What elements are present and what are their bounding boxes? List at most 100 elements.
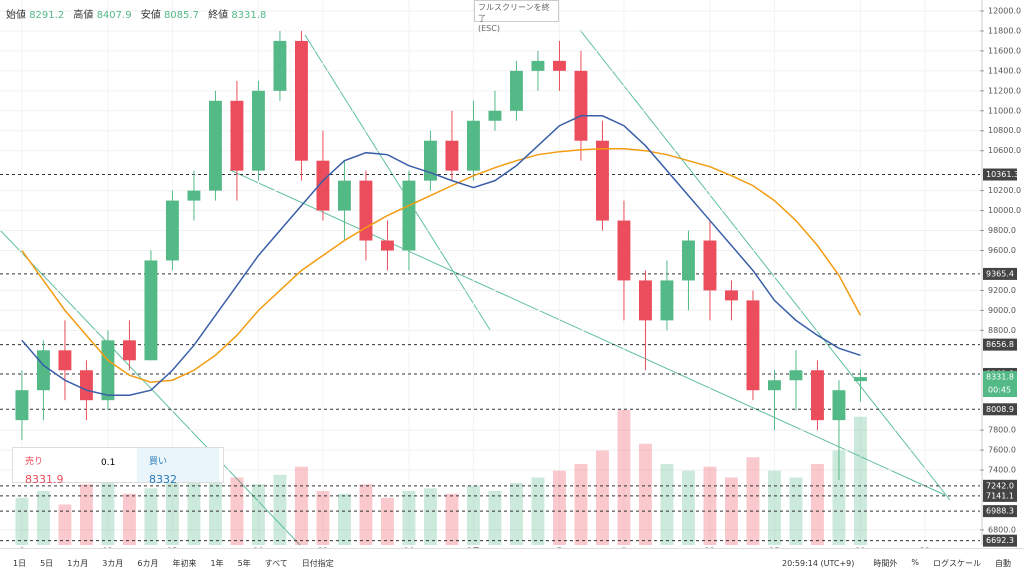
label: 終値	[208, 10, 229, 21]
tool-button[interactable]: ログスケール	[933, 558, 981, 568]
volume-bar	[832, 450, 846, 545]
tool-button[interactable]: 自動	[995, 558, 1011, 568]
trendline	[0, 229, 301, 546]
y-tick-label: 6800.0	[988, 525, 1016, 534]
range-button[interactable]: 1カ月	[67, 558, 89, 568]
clock: 20:59:14 (UTC+9)	[782, 558, 855, 568]
candle-body	[682, 240, 695, 281]
candle-body	[531, 60, 545, 71]
volume-bar	[725, 477, 738, 545]
volume-bar	[423, 488, 437, 545]
range-button[interactable]: 5年	[237, 558, 251, 568]
volume-bar	[509, 482, 523, 545]
level-tag	[983, 479, 1017, 492]
level-label: 6988.3	[986, 507, 1014, 516]
candle-body	[725, 290, 738, 301]
candle-body	[660, 280, 674, 321]
ohlc-legend: 始値 8291.2 高値 8407.9 安値 8085.7 終値 8331.8	[6, 6, 272, 21]
tool-button[interactable]: %	[911, 557, 919, 567]
candle-body	[316, 160, 330, 211]
label: 高値	[73, 10, 94, 21]
candle-body	[187, 190, 201, 201]
candle-body	[230, 100, 244, 171]
volume-bar	[251, 484, 265, 545]
range-button[interactable]: 6カ月	[137, 558, 159, 568]
range-button[interactable]: 3カ月	[102, 558, 124, 568]
volume-bar	[574, 464, 588, 545]
range-button[interactable]: 日付指定	[301, 558, 334, 568]
value: 8085.7	[163, 10, 199, 21]
volume-bar	[79, 484, 93, 545]
volume-bar	[208, 480, 222, 545]
volume-bar	[144, 488, 158, 545]
y-tick-label: 9200.0	[988, 286, 1016, 295]
volume-bar	[15, 497, 29, 545]
candle-body	[208, 100, 222, 191]
candle-body	[15, 390, 29, 421]
tooltip[interactable]: フルスクリーンを終了 (ESC)	[474, 0, 559, 33]
buy[interactable]: 買い 8332	[137, 448, 219, 486]
candle-body	[509, 70, 523, 111]
y-tick-label: 10800.0	[988, 126, 1021, 135]
volume-bar	[488, 491, 502, 545]
last-price-label: 8331.8	[986, 373, 1014, 382]
volume-bar	[811, 464, 824, 545]
range-button[interactable]: 1日	[13, 558, 27, 568]
value: 8291.2	[29, 10, 65, 21]
tooltip-title: フルスクリーンを終了	[478, 3, 550, 23]
countdown: 00:45	[988, 386, 1011, 395]
value: 8331.8	[231, 10, 267, 21]
range-button[interactable]: 1年	[210, 558, 224, 568]
volume-bar	[617, 410, 631, 545]
y-tick-label: 11600.0	[988, 46, 1021, 55]
y-tick-label: 7400.0	[988, 466, 1016, 475]
volume-bar	[359, 484, 373, 545]
candle-body	[101, 340, 115, 401]
level-label: 8656.8	[986, 340, 1014, 349]
sell[interactable]: 売り 8331.9	[13, 448, 95, 486]
label: 安値	[140, 10, 161, 21]
tool-button[interactable]: 時間外	[873, 558, 898, 568]
y-tick-label: 10600.0	[988, 146, 1021, 155]
level-tag	[983, 489, 1017, 502]
level-label: 10361.3	[986, 170, 1019, 179]
range-button[interactable]: すべて	[264, 558, 288, 568]
level-label: 7141.1	[986, 491, 1014, 500]
label: 始値	[6, 10, 26, 21]
candle-body	[746, 300, 760, 391]
volume-bar	[854, 416, 867, 545]
volume-bar	[122, 493, 136, 545]
y-tick-label: 10200.0	[988, 186, 1021, 195]
candle-body	[703, 240, 717, 291]
candle-body	[359, 180, 373, 241]
y-tick-label: 7800.0	[988, 426, 1016, 435]
candle-body	[466, 120, 480, 171]
y-tick-label: 11000.0	[988, 106, 1021, 115]
candle-body	[811, 370, 824, 421]
level-label: 7242.0	[986, 481, 1014, 490]
qty[interactable]: 0.1	[101, 458, 116, 468]
value: 8407.9	[96, 10, 132, 21]
trendline	[579, 29, 951, 501]
volume-bar	[789, 477, 803, 545]
range-button[interactable]: 年初来	[172, 558, 197, 568]
volume-bar	[703, 466, 717, 545]
moving-average	[21, 115, 861, 396]
y-tick-label: 11800.0	[988, 26, 1021, 35]
range-button[interactable]: 5日	[40, 558, 54, 568]
candle-body	[402, 180, 416, 251]
volume-bar	[660, 464, 674, 545]
tools: 時間外% ログスケール 自動	[866, 558, 1018, 569]
candle-body	[58, 350, 72, 371]
y-tick-label: 10000.0	[988, 206, 1021, 215]
volume-bar	[638, 443, 652, 545]
candle-body	[595, 140, 609, 221]
volume-bar	[595, 450, 609, 545]
volume-bar	[552, 470, 566, 545]
candle-body	[122, 340, 136, 361]
level-label: 9365.4	[986, 269, 1014, 278]
level-tag	[983, 267, 1017, 280]
volume-bar	[466, 485, 480, 545]
volume-bar	[165, 470, 179, 545]
